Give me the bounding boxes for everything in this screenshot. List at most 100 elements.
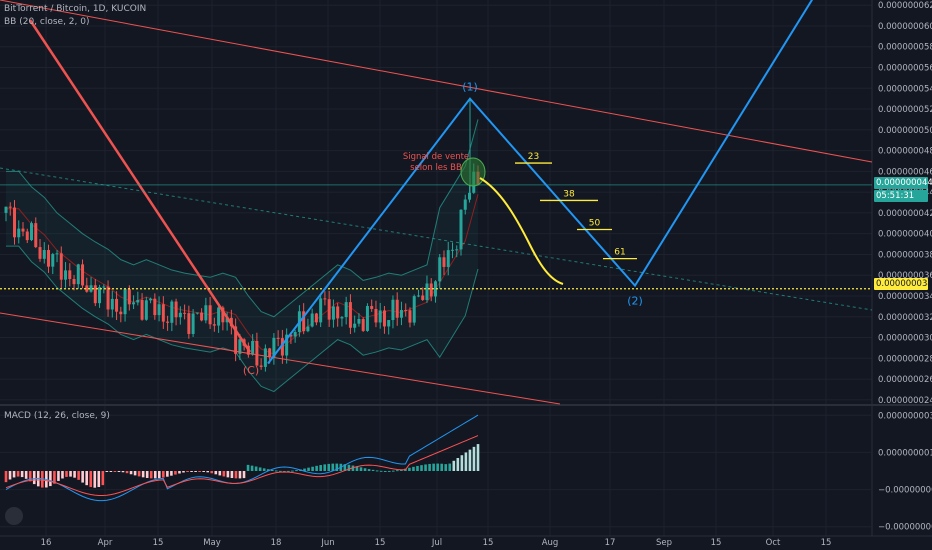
macd-histogram-bar [270,469,274,471]
candle-body [336,306,340,319]
macd-histogram-bar [230,471,234,479]
candle-body [268,348,272,358]
candle-body [399,310,403,318]
candle-body [144,300,148,320]
candle-body [4,206,8,213]
macd-histogram-bar [170,471,173,476]
macd-histogram-bar [379,470,383,472]
candle-body [442,257,446,267]
candle-body [421,295,425,300]
candle-body [59,253,63,280]
macd-histogram-bar [182,471,185,473]
macd-histogram-bar [109,471,113,472]
candle-body [463,199,467,210]
candle-body [200,312,204,321]
macd-histogram-bar [472,446,476,471]
macd-histogram-bar [28,471,32,482]
candle-body [361,319,365,331]
candle-body [302,311,306,332]
candle-body [30,223,34,241]
macd-histogram-bar [166,471,169,477]
candle-body [357,319,361,324]
macd-histogram-bar [287,470,290,472]
time-tick-label: 15 [375,538,386,548]
macd-histogram-bar [149,471,153,479]
macd-histogram-bar [444,464,448,471]
macd-histogram-bar [97,471,101,488]
macd-histogram-bar [363,468,367,471]
macd-histogram-bar [266,469,270,471]
current-price-tag: 0.0000000447 [874,177,932,189]
candle-body [64,270,68,280]
time-tick-label: Aug [542,538,559,548]
macd-legend[interactable]: MACD (12, 26, close, 9) [4,411,110,421]
time-tick-label: 17 [605,538,616,548]
candle-body [251,340,255,355]
macd-tick-label: 0.0000000030 [878,411,932,421]
macd-histogram-bar [303,468,306,471]
candle-body [276,337,280,339]
candle-body [289,334,293,337]
candle-body [13,207,17,238]
price-tick-label: 0.0000000580 [878,43,932,53]
macd-histogram-bar [262,468,266,471]
candle-body [382,310,386,327]
macd-histogram-bar [89,471,93,488]
tradingview-logo-icon [5,507,23,525]
signal-text-line1: Signal de vente [403,152,469,162]
candle-body [314,313,318,323]
candle-body [412,296,416,323]
macd-histogram-bar [141,471,145,478]
macd-histogram-bar [452,460,456,471]
macd-histogram-bar [178,471,181,474]
macd-histogram-bar [359,467,363,471]
macd-histogram-bar [153,471,157,479]
bb-legend[interactable]: BB (20, close, 2, 0) [4,17,90,27]
macd-histogram-bar [258,467,262,471]
candle-body [85,285,89,292]
macd-histogram-bar [93,471,97,488]
wave-1-label: (1) [462,81,478,94]
candle-body [106,286,110,310]
price-tick-label: 0.0000000280 [878,354,932,364]
candle-body [140,300,144,320]
macd-histogram-bar [367,469,371,471]
candle-body [225,317,229,323]
candle-body [348,302,352,328]
time-tick-label: Oct [766,538,781,548]
macd-histogram-bar [186,471,189,472]
macd-histogram-bar [65,471,68,477]
candle-body [416,295,420,297]
macd-histogram-bar [383,470,387,472]
macd-histogram-bar [331,463,335,471]
candle-body [17,228,21,238]
price-tick-label: 0.0000000320 [878,313,932,323]
candle-body [353,323,357,328]
macd-histogram-bar [254,466,258,471]
candle-body [446,250,450,267]
macd-histogram-bar [432,463,435,471]
candle-body [365,306,369,331]
candle-body [395,299,399,318]
macd-histogram-bar [315,465,318,471]
price-tick-label: 0.0000000560 [878,64,932,74]
channel-lower-line [0,312,561,405]
macd-histogram-bar [57,471,60,481]
macd-histogram-bar [24,471,28,479]
candle-body [55,253,59,255]
time-tick-label: 18 [271,538,282,548]
macd-histogram-bar [16,471,20,477]
candle-body [259,365,263,367]
macd-histogram-bar [20,471,24,478]
macd-histogram-bar [117,471,121,472]
macd-histogram-bar [218,471,222,476]
candle-body [161,304,165,322]
candle-body [255,340,259,366]
candle-body [8,206,12,208]
macd-histogram-bar [424,464,427,471]
macd-histogram-bar [391,470,395,472]
candle-body [157,304,161,316]
price-tick-label: 0.0000000380 [878,250,932,260]
candle-body [42,250,46,259]
